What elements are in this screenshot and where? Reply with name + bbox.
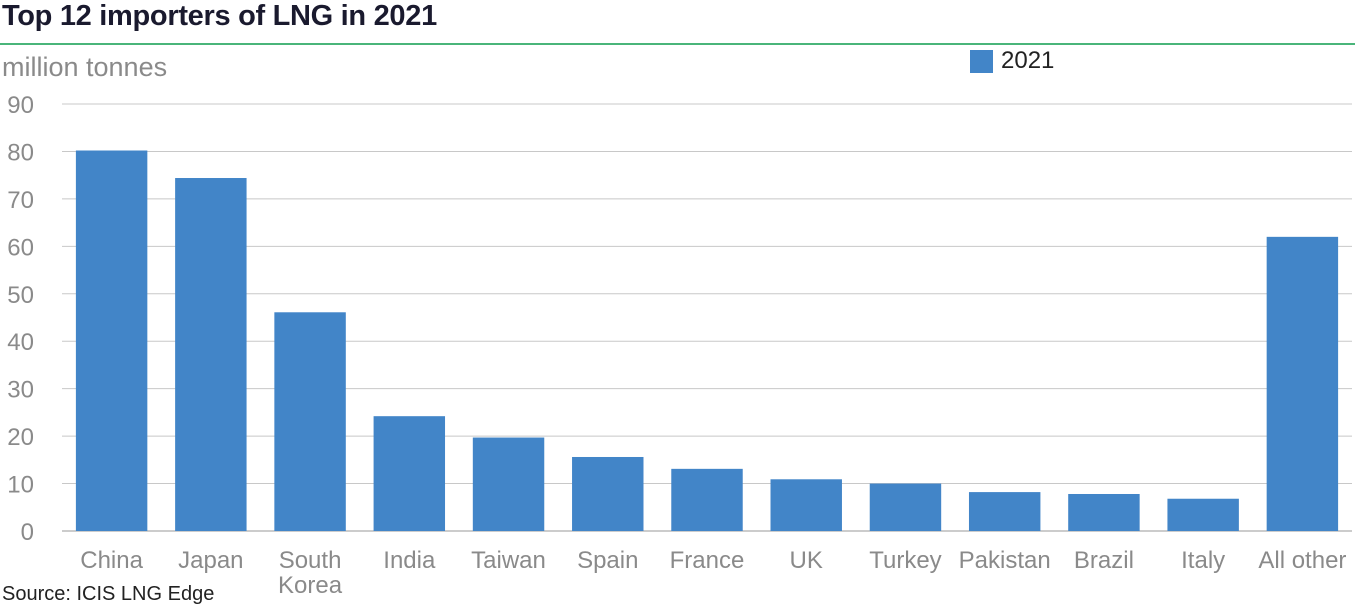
y-tick-label: 30 [7, 377, 34, 404]
y-tick-label: 70 [7, 187, 34, 214]
x-category-label: France [670, 547, 745, 574]
x-category-label: Turkey [869, 547, 941, 574]
x-category-label: Taiwan [471, 547, 546, 574]
title-divider [0, 43, 1355, 45]
bar [472, 437, 545, 531]
y-tick-label: 40 [7, 329, 34, 356]
bar [373, 416, 446, 531]
y-tick-label: 80 [7, 139, 34, 166]
bar [968, 492, 1041, 531]
y-tick-label: 50 [7, 282, 34, 309]
x-category-label: South [279, 547, 342, 574]
x-category-label: China [80, 547, 143, 574]
source-note: Source: ICIS LNG Edge [2, 583, 215, 605]
legend: 2021 [970, 47, 1054, 75]
x-category-label: All other [1258, 547, 1346, 574]
x-category-label: Pakistan [959, 547, 1051, 574]
x-category-label: India [383, 547, 436, 574]
chart-title: Top 12 importers of LNG in 2021 [2, 0, 437, 32]
y-tick-label: 0 [21, 519, 34, 546]
x-category-label: Korea [278, 572, 343, 599]
y-axis-unit-label: million tonnes [2, 52, 168, 82]
x-category-label: Italy [1181, 547, 1225, 574]
x-category-label: Japan [178, 547, 243, 574]
legend-swatch [970, 49, 993, 73]
bar [1266, 236, 1339, 531]
legend-label: 2021 [1001, 47, 1055, 74]
bar [770, 479, 842, 531]
bar [1068, 493, 1140, 531]
x-category-label: Brazil [1074, 547, 1134, 574]
y-tick-label: 10 [7, 472, 34, 499]
bar [572, 456, 644, 531]
bar [1167, 498, 1239, 531]
bar [75, 150, 148, 532]
y-tick-label: 20 [7, 424, 34, 451]
y-tick-label: 60 [7, 234, 34, 261]
bar [869, 483, 942, 531]
x-category-label: UK [790, 547, 823, 574]
y-tick-label: 90 [7, 92, 34, 119]
bar [671, 468, 743, 531]
bar [175, 178, 247, 531]
x-category-label: Spain [577, 547, 638, 574]
bar [274, 312, 346, 531]
